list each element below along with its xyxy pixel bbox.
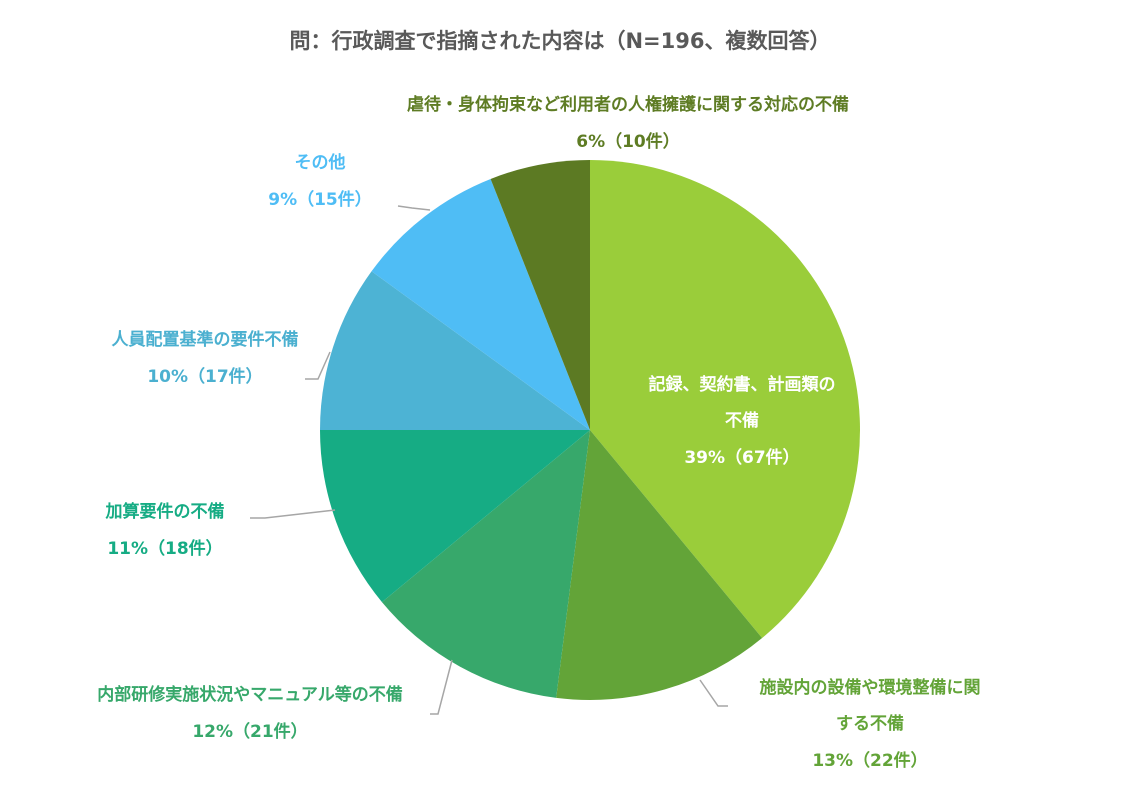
value-label: 10%（17件）	[147, 366, 262, 387]
leader-line	[699, 679, 728, 707]
pie-slice	[381, 430, 590, 698]
value-label: 9%（15件）	[268, 189, 372, 210]
category-label: 虐待・身体拘束など利用者の人権擁護に関する対応の不備	[407, 94, 849, 115]
category-label: 内部研修実施状況やマニュアル等の不備	[97, 684, 403, 705]
pie-slice	[320, 430, 590, 603]
category-label: その他	[295, 152, 346, 173]
value-label: 12%（21件）	[192, 721, 307, 742]
leader-line	[397, 205, 431, 211]
pie-slice	[320, 271, 590, 430]
value-label: 39%（67件）	[684, 447, 799, 468]
leader-line	[250, 509, 336, 519]
leader-line	[305, 351, 331, 380]
pie-slice	[556, 430, 763, 701]
value-label: 6%（10件）	[576, 131, 680, 152]
category-label: 施設内の設備や環境整備に関する不備	[760, 677, 981, 734]
category-label: 記録、契約書、計画類の不備	[649, 374, 836, 431]
pie-slice	[371, 178, 590, 430]
pie-slice	[490, 160, 590, 430]
chart-title: 問：行政調査で指摘された内容は（N=196、複数回答）	[289, 29, 830, 53]
pie-slice	[590, 160, 860, 639]
value-label: 11%（18件）	[107, 538, 222, 559]
value-label: 13%（22件）	[812, 750, 927, 771]
category-label: 加算要件の不備	[105, 501, 225, 522]
leader-line	[430, 659, 453, 715]
category-label: 人員配置基準の要件不備	[112, 329, 299, 350]
